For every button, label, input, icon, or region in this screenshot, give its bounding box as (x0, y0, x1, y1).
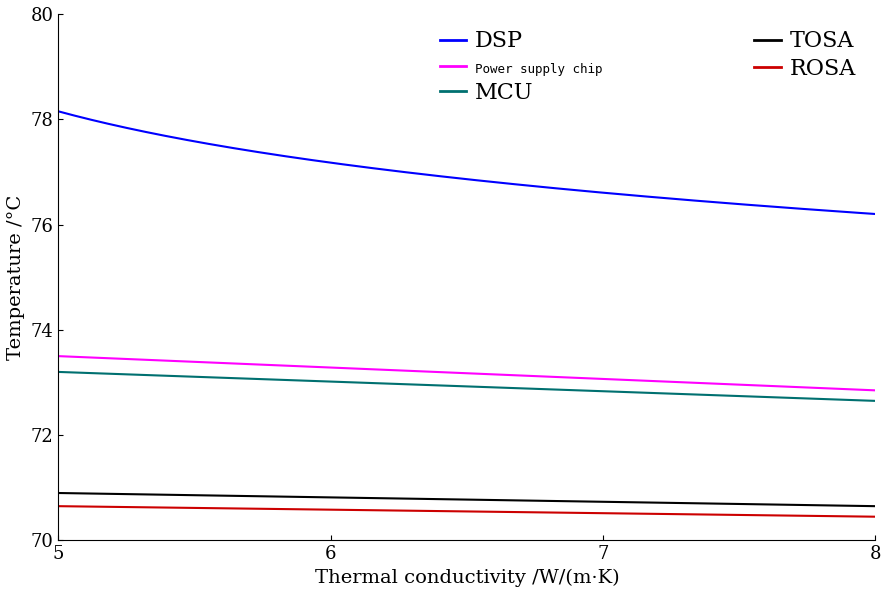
Legend: TOSA, ROSA: TOSA, ROSA (754, 30, 856, 80)
X-axis label: Thermal conductivity /W/(m·K): Thermal conductivity /W/(m·K) (314, 569, 619, 587)
Y-axis label: Temperature /°C: Temperature /°C (7, 195, 25, 360)
